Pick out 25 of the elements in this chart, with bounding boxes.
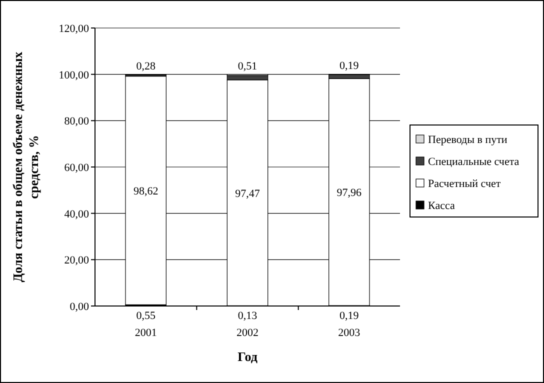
y-tick-label: 20,00 (64, 254, 90, 267)
y-tick-label: 100,00 (58, 69, 90, 82)
data-label: 0,55 (136, 310, 156, 322)
y-tick-label: 80,00 (64, 116, 90, 128)
x-tick-label: 2002 (236, 327, 258, 339)
y-tick-label: 120,00 (58, 23, 90, 35)
legend-label: Переводы в пути (428, 134, 508, 146)
y-tick-label: 40,00 (64, 208, 90, 220)
y-tick-label: 60,00 (64, 162, 90, 174)
data-label: 97,96 (336, 187, 362, 200)
data-label: 0,51 (238, 60, 258, 72)
data-label: 98,62 (133, 185, 158, 198)
y-tick-label: 0,00 (70, 301, 90, 313)
data-label: 0,19 (340, 310, 360, 322)
data-label: 0,13 (238, 310, 258, 322)
x-tick-label: 2003 (338, 327, 361, 339)
x-axis-title: Год (238, 349, 258, 364)
x-tick-label: 2001 (134, 327, 157, 339)
legend-label: Касса (428, 200, 455, 212)
data-label: 97,47 (235, 188, 260, 200)
y-axis-title: Доля статьи в общем объеме денежных средств, % (10, 51, 41, 282)
data-label: 0,19 (340, 60, 360, 72)
legend-label: Расчетный счет (428, 178, 501, 190)
data-label: 0,28 (136, 60, 156, 72)
legend-label: Специальные счета (428, 156, 520, 168)
